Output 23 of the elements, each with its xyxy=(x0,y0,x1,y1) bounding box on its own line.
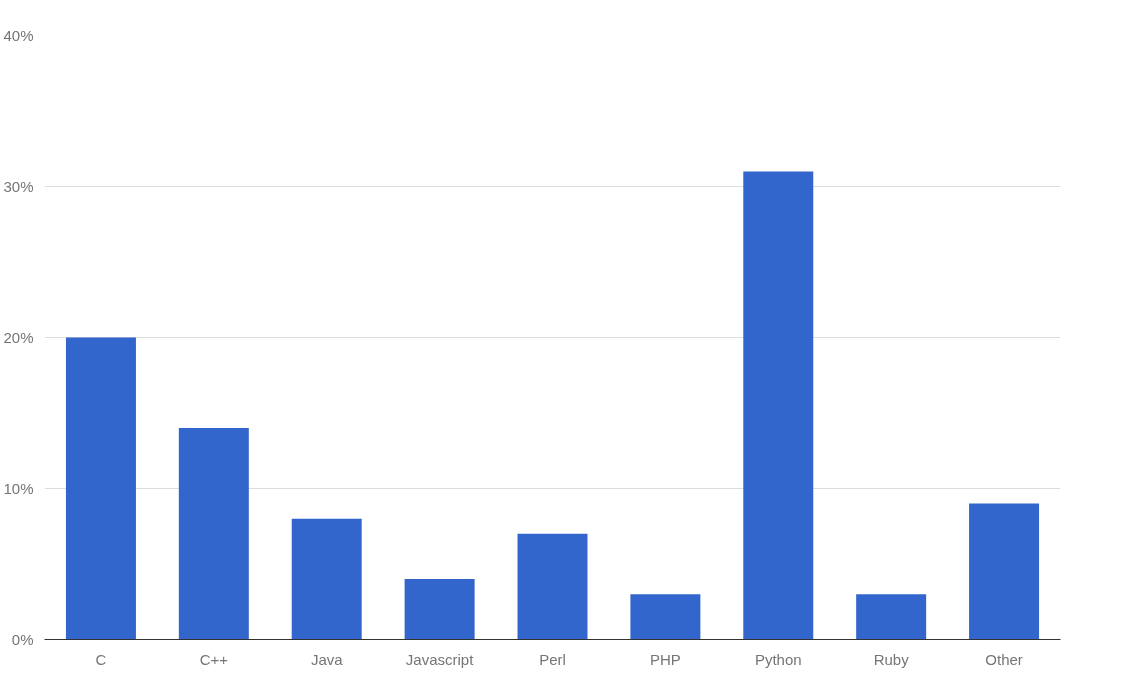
x-tick-label: Other xyxy=(985,650,1023,668)
x-tick-label: Ruby xyxy=(873,650,910,668)
x-tick-label: Python xyxy=(754,650,802,668)
x-tick-label: PHP xyxy=(649,650,681,668)
bar xyxy=(969,503,1040,640)
y-tick-label: 0% xyxy=(11,631,34,648)
y-tick-label: 20% xyxy=(3,329,34,346)
x-tick-label: Java xyxy=(310,650,344,668)
bar xyxy=(743,171,814,640)
bar xyxy=(517,533,588,640)
y-tick-label: 40% xyxy=(3,27,34,44)
bar xyxy=(65,337,136,640)
y-tick-label: 10% xyxy=(3,480,34,497)
bar xyxy=(630,594,701,640)
y-tick-label: 30% xyxy=(3,178,34,195)
x-tick-label: Javascript xyxy=(405,650,475,668)
x-tick-label: C xyxy=(95,650,107,668)
bar xyxy=(178,428,249,640)
bar xyxy=(404,579,475,640)
x-tick-label: Perl xyxy=(539,650,566,668)
x-tick-label: C++ xyxy=(199,650,229,668)
bar xyxy=(291,518,362,640)
bar xyxy=(856,594,927,640)
